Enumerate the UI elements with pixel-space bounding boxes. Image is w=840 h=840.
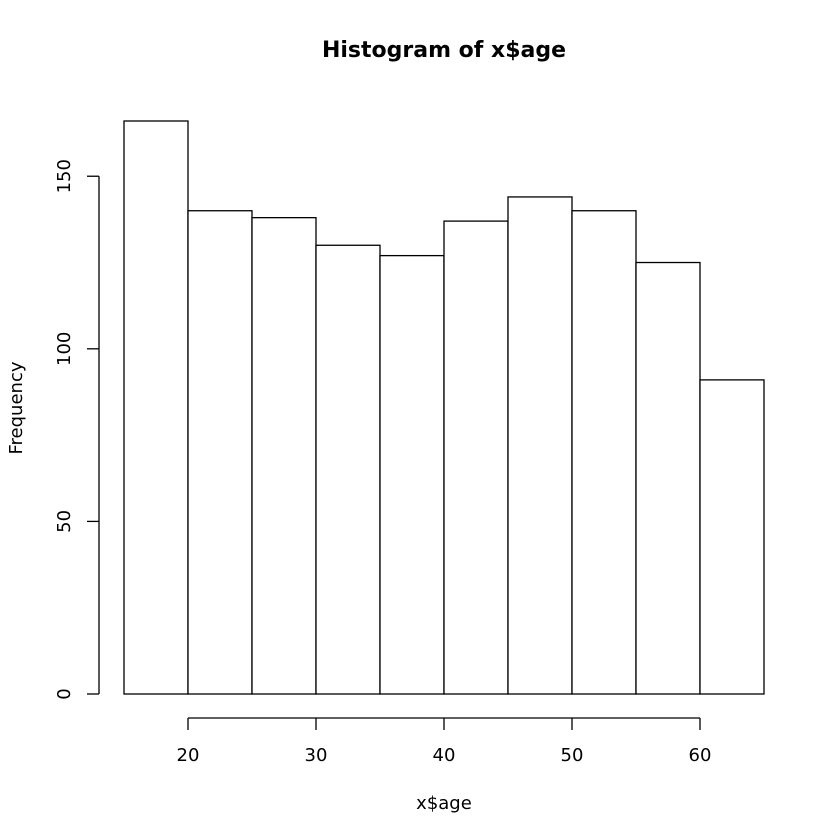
x-tick-label: 60 bbox=[689, 745, 712, 766]
chart-title: Histogram of x$age bbox=[322, 38, 566, 63]
histogram-bar-25-30 bbox=[251, 217, 317, 695]
y-tick-label: 50 bbox=[54, 510, 75, 533]
x-tick-label: 30 bbox=[305, 745, 328, 766]
y-tick-label: 0 bbox=[54, 688, 75, 699]
x-tick-label: 50 bbox=[561, 745, 584, 766]
histogram-bar-40-45 bbox=[443, 220, 509, 695]
histogram-bar-45-50 bbox=[507, 196, 573, 695]
y-axis: 0 50 100 150 bbox=[54, 159, 100, 700]
histogram-bar-30-35 bbox=[315, 244, 381, 695]
histogram-bar-35-40 bbox=[379, 254, 445, 695]
x-axis-label: x$age bbox=[416, 793, 472, 814]
y-axis-label: Frequency bbox=[6, 361, 27, 454]
y-tick-label: 100 bbox=[54, 332, 75, 366]
histogram-bar-55-60 bbox=[635, 261, 701, 695]
x-axis: 20 30 40 50 60 bbox=[177, 717, 712, 766]
x-tick-label: 20 bbox=[177, 745, 200, 766]
histogram-bar-60-65 bbox=[699, 379, 765, 695]
x-tick-label: 40 bbox=[433, 745, 456, 766]
histogram-bar-20-25 bbox=[187, 210, 253, 695]
histogram-bar-50-55 bbox=[571, 210, 637, 695]
bars-group bbox=[123, 120, 765, 695]
y-tick-label: 150 bbox=[54, 159, 75, 193]
histogram-bar-15-20 bbox=[123, 120, 189, 695]
